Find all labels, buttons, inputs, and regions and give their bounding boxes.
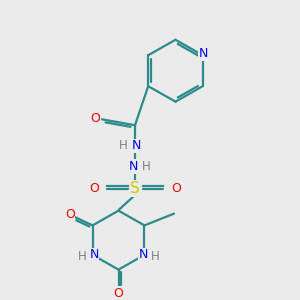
Text: H: H — [119, 140, 128, 152]
Text: H: H — [151, 250, 159, 263]
Text: O: O — [171, 182, 181, 195]
Text: N: N — [129, 160, 138, 173]
Text: N: N — [138, 248, 148, 261]
Text: O: O — [114, 287, 123, 300]
Text: O: O — [89, 182, 99, 195]
Text: H: H — [78, 250, 86, 263]
Text: O: O — [65, 208, 75, 221]
Text: S: S — [130, 181, 140, 196]
Text: O: O — [91, 112, 100, 125]
Text: N: N — [89, 248, 99, 261]
Text: N: N — [132, 140, 141, 152]
Text: H: H — [142, 160, 151, 173]
Text: N: N — [199, 47, 208, 60]
